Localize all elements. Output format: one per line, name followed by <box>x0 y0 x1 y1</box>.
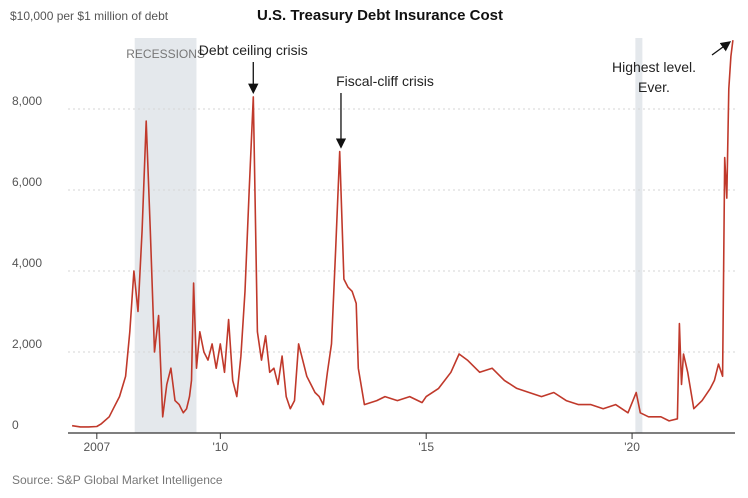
cds-spread-line <box>71 40 734 428</box>
fiscal-cliff-annotation: Fiscal-cliff crisis <box>336 73 434 89</box>
annotations: Debt ceiling crisis Fiscal-cliff crisis Hi… <box>199 41 732 149</box>
highest-level-annotation: Highest level. <box>612 59 696 75</box>
recession-label: RECESSIONS <box>126 47 205 61</box>
y-unit-label: $10,000 per $1 million of debt <box>10 9 169 23</box>
axes: 0 2,000 4,000 6,000 8,000 2007 '10 '15 '20 <box>12 94 735 454</box>
debt-ceiling-annotation: Debt ceiling crisis <box>199 42 308 58</box>
y-tick-label: 6,000 <box>12 175 42 189</box>
y-tick-label: 0 <box>12 418 19 432</box>
highest-level-arrow <box>711 41 732 56</box>
recession-band <box>134 38 197 433</box>
x-tick-label: '10 <box>213 440 229 454</box>
x-tick-label: '20 <box>624 440 640 454</box>
y-tick-label: 4,000 <box>12 256 42 270</box>
series-layer <box>71 40 734 428</box>
x-tick-label: 2007 <box>83 440 110 454</box>
recession-band <box>635 38 643 433</box>
x-tick-label: '15 <box>418 440 434 454</box>
chart-title: U.S. Treasury Debt Insurance Cost <box>257 7 503 24</box>
highest-level-annotation-line2: Ever. <box>638 79 670 95</box>
source-note: Source: S&P Global Market Intelligence <box>12 473 223 487</box>
y-tick-label: 2,000 <box>12 337 42 351</box>
recession-bands: RECESSIONS <box>126 38 643 433</box>
gridlines <box>68 108 735 353</box>
y-tick-label: 8,000 <box>12 94 42 108</box>
